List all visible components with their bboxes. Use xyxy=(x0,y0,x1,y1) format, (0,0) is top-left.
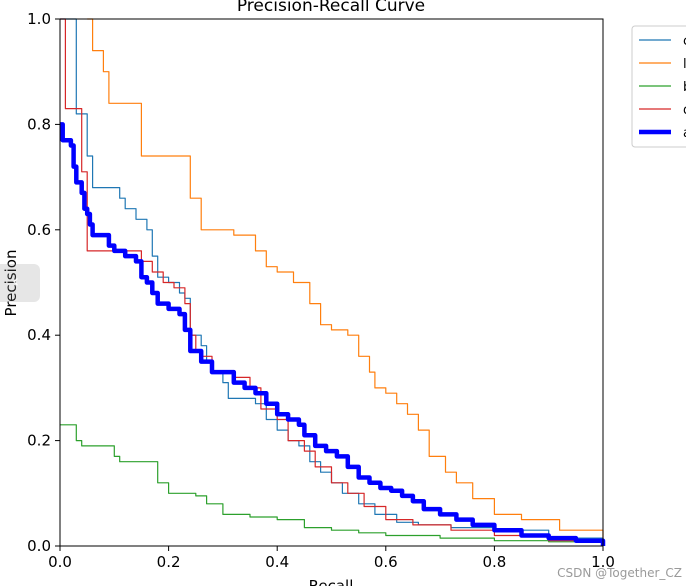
legend-label-a: a xyxy=(683,126,686,141)
y-axis-label: Precision xyxy=(2,250,20,317)
y-tick-label: 1.0 xyxy=(27,10,51,28)
legend: clbda xyxy=(631,25,686,148)
y-tick-label: 0.2 xyxy=(27,432,51,450)
x-tick-label: 0.8 xyxy=(482,553,506,571)
y-tick-label: 0.0 xyxy=(27,537,51,555)
series-line-b-2 xyxy=(60,424,604,546)
y-tick-label: 0.8 xyxy=(27,115,51,133)
legend-label-b: b xyxy=(683,80,686,95)
chart-title: Precision-Recall Curve xyxy=(237,0,425,16)
x-axis-ticks: 0.0 0.2 0.4 0.6 0.8 1.0 xyxy=(48,546,615,571)
legend-label-l: l xyxy=(683,57,686,72)
prev-nav-button[interactable]: ‹ xyxy=(0,264,40,302)
watermark: CSDN @Together_CZ xyxy=(557,566,682,580)
x-axis-label: Recall xyxy=(309,577,354,586)
series-line-a-4 xyxy=(60,122,606,546)
legend-label-d: d xyxy=(683,103,686,118)
legend-label-c: c xyxy=(683,34,686,49)
y-tick-label: 0.6 xyxy=(27,221,51,239)
series-line-l-1 xyxy=(87,18,604,544)
x-tick-label: 0.4 xyxy=(265,553,289,571)
plot-frame xyxy=(59,18,604,547)
y-axis-ticks: 0.0 0.2 0.4 0.6 0.8 1.0 xyxy=(27,10,60,555)
x-tick-label: 0.2 xyxy=(157,553,181,571)
series-layer xyxy=(60,18,606,546)
x-tick-label: 0.0 xyxy=(48,553,72,571)
y-tick-label: 0.4 xyxy=(27,326,51,344)
chevron-left-icon: ‹ xyxy=(12,271,20,292)
x-tick-label: 1.0 xyxy=(591,553,615,571)
series-line-c-0 xyxy=(60,18,604,546)
x-tick-label: 0.6 xyxy=(374,553,398,571)
